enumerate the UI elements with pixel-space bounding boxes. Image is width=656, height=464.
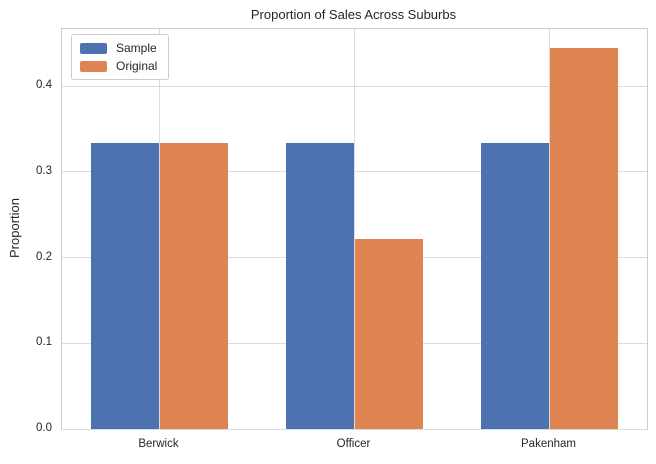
- grid-layer: [62, 29, 647, 430]
- legend-entry-original: Original: [80, 60, 157, 72]
- y-axis-label: Proportion: [7, 198, 22, 258]
- legend-label: Sample: [116, 41, 157, 55]
- y-tick-label: 0.2: [36, 250, 52, 263]
- legend-swatch-icon: [80, 60, 107, 72]
- bar-sample-berwick: [90, 143, 159, 429]
- bar-sample-officer: [285, 143, 354, 429]
- legend-swatch-icon: [80, 42, 107, 54]
- bar-original-berwick: [160, 143, 229, 429]
- y-tick-label: 0.4: [36, 79, 52, 92]
- bar-original-officer: [355, 238, 424, 429]
- y-tick-label: 0.1: [36, 336, 52, 349]
- y-tick-label: 0.0: [36, 422, 52, 434]
- bars-layer: [62, 29, 647, 429]
- x-tick-label-pakenham: Pakenham: [521, 438, 576, 450]
- legend-label: Original: [116, 59, 158, 73]
- legend-entry-sample: Sample: [80, 42, 157, 54]
- x-tick-label-berwick: Berwick: [138, 438, 179, 450]
- chart-title: Proportion of Sales Across Suburbs: [250, 7, 457, 22]
- gridline-vertical: [549, 29, 550, 429]
- gridline-vertical: [159, 29, 160, 429]
- gridline-horizontal: [62, 428, 647, 430]
- plot-area: Sample Original: [61, 28, 648, 430]
- y-tick-label: 0.3: [36, 164, 52, 177]
- x-tick-label-officer: Officer: [336, 438, 371, 450]
- legend: Sample Original: [71, 34, 170, 80]
- bar-original-pakenham: [550, 48, 619, 429]
- bar-sample-pakenham: [480, 143, 549, 429]
- gridline-vertical: [354, 29, 355, 429]
